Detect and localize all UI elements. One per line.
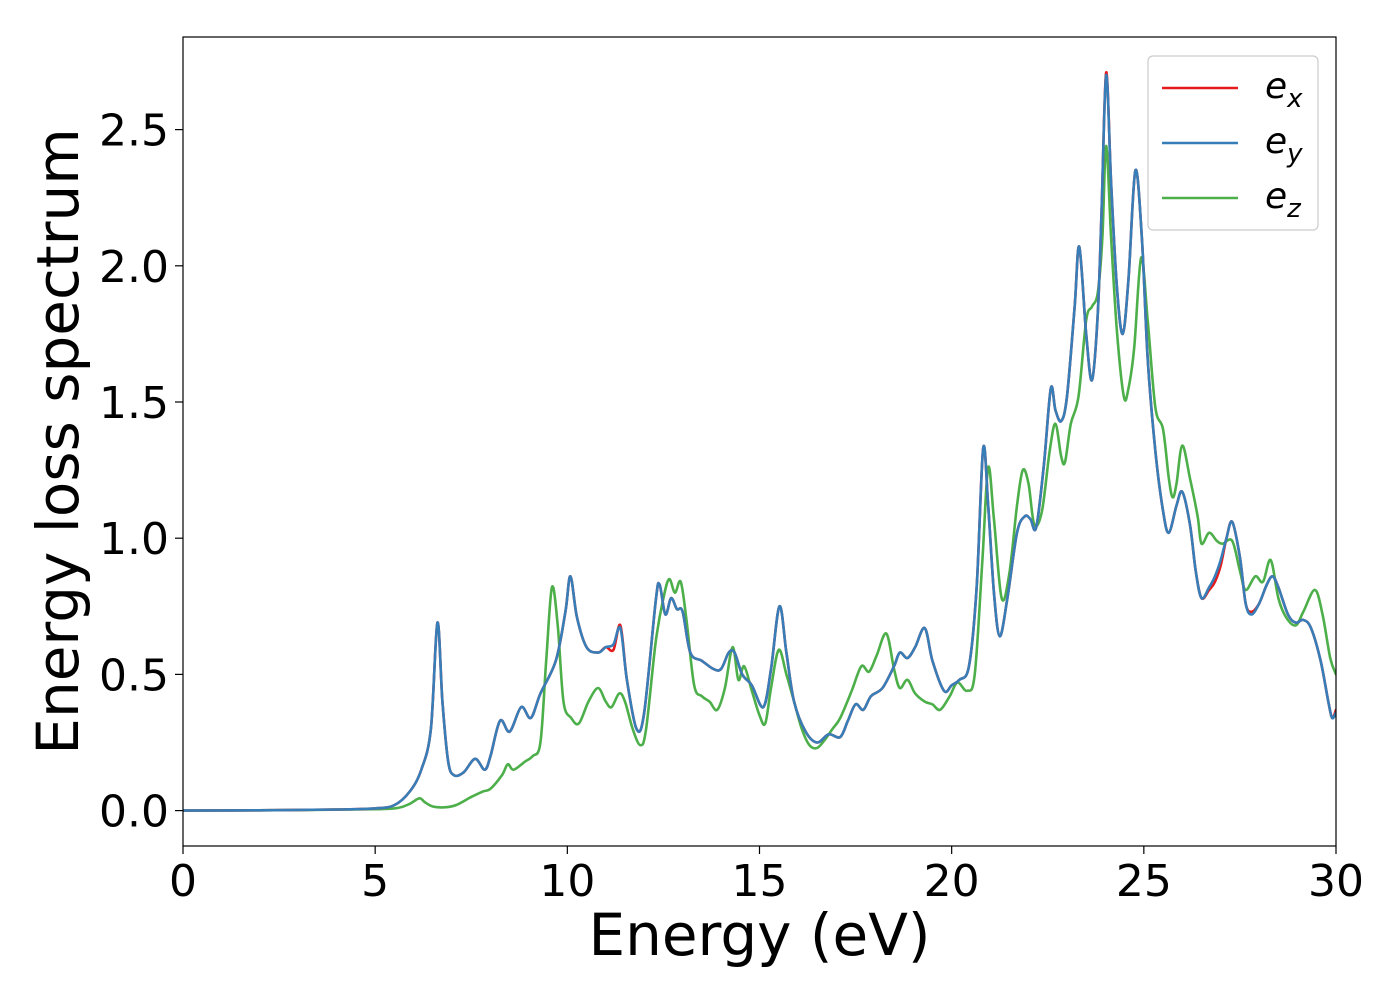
x-tick-label: 5 xyxy=(361,856,389,907)
legend: ex ey ez xyxy=(1147,55,1319,231)
x-axis-ticks: 0 5 10 15 20 25 30 xyxy=(169,846,1364,907)
y-tick-label: 0.5 xyxy=(99,650,169,701)
y-tick-label: 0.0 xyxy=(99,787,169,838)
x-tick-label: 30 xyxy=(1308,856,1364,907)
x-axis-label: Energy (eV) xyxy=(588,901,930,969)
legend-item-e-z: ez xyxy=(1162,176,1302,224)
series-line-e-y xyxy=(183,73,1336,812)
y-tick-label: 1.5 xyxy=(99,378,169,429)
y-axis-label: Energy loss spectrum xyxy=(24,128,92,754)
y-tick-label: 2.5 xyxy=(99,106,169,157)
legend-label: ey xyxy=(1265,121,1303,169)
series-layer xyxy=(183,71,1336,812)
y-tick-label: 2.0 xyxy=(99,242,169,293)
y-tick-label: 1.0 xyxy=(99,514,169,565)
x-tick-label: 15 xyxy=(732,856,788,907)
x-tick-label: 25 xyxy=(1116,856,1172,907)
legend-item-e-y: ey xyxy=(1162,121,1303,169)
y-axis-ticks: 0.0 0.5 1.0 1.5 2.0 2.5 xyxy=(99,106,183,838)
legend-label: ex xyxy=(1265,66,1303,114)
legend-item-e-x: ex xyxy=(1162,66,1303,114)
legend-label: ez xyxy=(1265,176,1302,224)
x-tick-label: 20 xyxy=(924,856,980,907)
x-tick-label: 10 xyxy=(539,856,595,907)
series-line-e-z xyxy=(183,144,1336,812)
x-tick-label: 0 xyxy=(169,856,197,907)
